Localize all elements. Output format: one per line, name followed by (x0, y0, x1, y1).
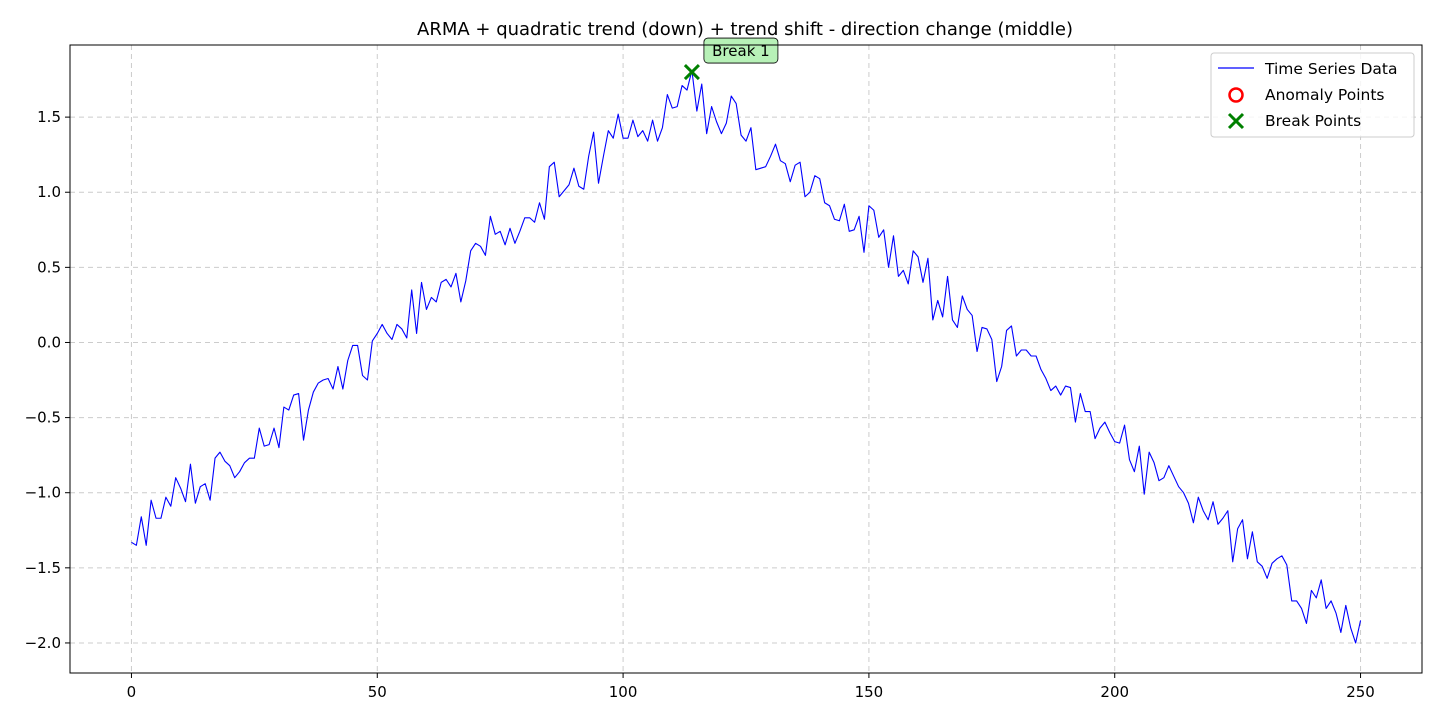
annotation-box (703, 37, 779, 64)
legend: Time Series Data Anomaly Points Break Po… (1210, 52, 1415, 138)
x-tick-label: 150 (855, 683, 884, 701)
y-tick-label: −2.0 (25, 634, 61, 652)
y-tick-label: 1.5 (37, 108, 61, 126)
legend-label-anomaly: Anomaly Points (1265, 86, 1384, 104)
y-tick-label: −1.5 (25, 559, 61, 577)
break-annotation: Break 1 (703, 37, 779, 64)
legend-box (1210, 52, 1415, 138)
y-tick-label: 1.0 (37, 183, 61, 201)
x-tick-label: 200 (1100, 683, 1129, 701)
legend-anomaly-marker (1228, 87, 1244, 103)
plot-series: Break 1 (131, 37, 1362, 644)
y-tick-label: 0.0 (37, 333, 61, 351)
y-tick-label: −0.5 (25, 409, 61, 427)
plot-frame (69, 44, 1423, 674)
x-tick-label: 0 (127, 683, 137, 701)
annotation-label: Break 1 (712, 42, 770, 60)
legend-label-series: Time Series Data (1264, 60, 1397, 78)
y-tick-label: −1.0 (25, 484, 61, 502)
grid (70, 45, 1422, 673)
legend-label-break: Break Points (1265, 112, 1361, 130)
chart-title: ARMA + quadratic trend (down) + trend sh… (417, 19, 1073, 40)
legend-break-marker (1227, 112, 1245, 130)
x-tick-label: 100 (609, 683, 638, 701)
y-tick-label: 0.5 (37, 258, 61, 276)
x-tick-label: 250 (1346, 683, 1375, 701)
y-axis: −2.0 −1.5 −1.0 −0.5 0.0 0.5 1.0 1.5 (25, 108, 70, 652)
x-tick-label: 50 (368, 683, 387, 701)
series-line-time-series-data (131, 69, 1362, 644)
x-axis: 0 50 100 150 200 250 (127, 673, 1375, 701)
break-point-marker (683, 63, 700, 81)
